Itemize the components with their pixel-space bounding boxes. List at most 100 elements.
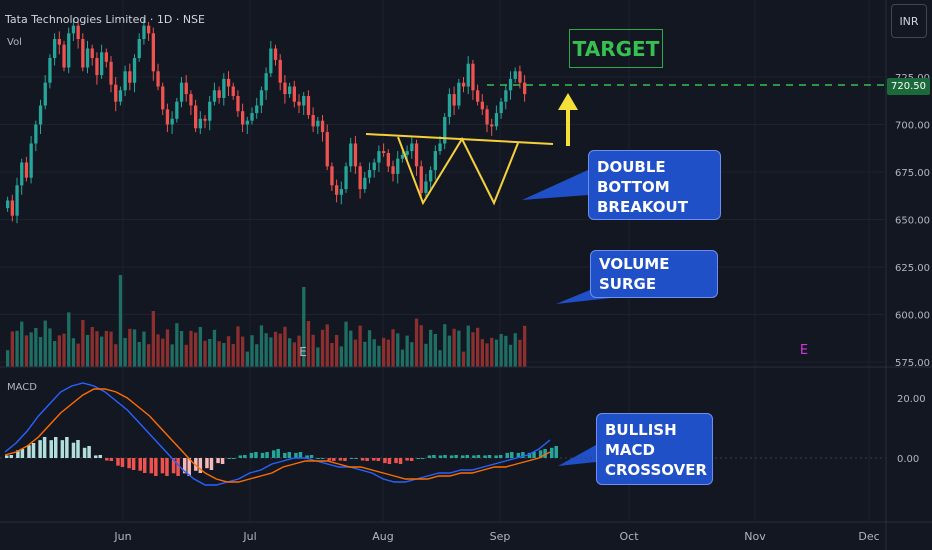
callout-pointer <box>558 445 596 466</box>
candle-body <box>142 25 146 39</box>
macd-line <box>4 382 551 486</box>
volume-bar <box>95 331 99 367</box>
candle-body <box>255 105 259 114</box>
volume-bar <box>443 324 447 367</box>
candles <box>6 18 527 224</box>
candle-body <box>34 124 38 144</box>
volume-bar <box>447 335 452 367</box>
histogram-bar <box>131 458 136 470</box>
candle-body <box>433 151 437 171</box>
histogram-bar <box>93 455 98 458</box>
histogram-bar <box>87 446 91 458</box>
candle-body <box>81 39 85 68</box>
histogram-bar <box>432 455 436 458</box>
candle-body <box>175 101 179 119</box>
volume-bar <box>297 335 301 367</box>
candle-body <box>513 71 517 79</box>
volume-bar <box>137 342 141 367</box>
candle-body <box>372 162 376 171</box>
volume-bar <box>273 331 278 367</box>
histogram-bar <box>383 458 387 464</box>
histogram-bar <box>16 450 20 458</box>
candle-body <box>151 33 155 72</box>
histogram-bar <box>305 455 309 458</box>
histogram-bar <box>194 458 198 471</box>
volume-bar <box>142 331 146 367</box>
volume-bar <box>231 344 235 367</box>
volume-bar <box>288 338 292 367</box>
histogram-bar <box>227 458 231 459</box>
candle-body <box>490 124 494 127</box>
callout-line-2: BREAKOUT <box>597 198 688 216</box>
callout-line-1: VOLUME SURGE <box>599 255 670 293</box>
candle-body <box>325 132 329 167</box>
candle-body <box>452 94 456 106</box>
currency-button[interactable]: INR <box>891 4 927 38</box>
volume-bar <box>53 341 57 367</box>
histogram-bar <box>550 447 554 458</box>
pattern-overlay <box>365 84 886 466</box>
macd-tick-label: 20.00 <box>897 394 926 405</box>
candle-body <box>414 143 419 167</box>
candle-body <box>189 94 193 106</box>
histogram-bar <box>98 455 102 458</box>
histogram-bar <box>49 440 53 458</box>
candle-body <box>236 96 240 112</box>
volume-bar <box>471 332 475 367</box>
volume-bar <box>320 329 325 367</box>
candle-body <box>6 200 10 209</box>
candle-body <box>123 71 127 91</box>
volume-bar <box>24 335 29 367</box>
histogram-bar <box>510 452 514 458</box>
target-label: TARGET <box>569 29 663 68</box>
histogram-bar <box>294 452 298 458</box>
candle-body <box>184 82 188 95</box>
histogram-bar <box>231 458 236 459</box>
histogram-bar <box>276 449 280 458</box>
candle-body <box>461 82 466 87</box>
volume-bar <box>424 343 428 367</box>
volume-bar <box>335 335 339 367</box>
histogram-bar <box>498 455 503 458</box>
volume-bar <box>38 337 43 367</box>
candle-body <box>15 185 19 216</box>
histogram-bar <box>171 458 176 474</box>
volume-bar <box>330 343 334 367</box>
histogram-bar <box>427 455 432 458</box>
candle-body <box>377 151 381 163</box>
histogram-bar <box>338 458 343 461</box>
histogram-bar <box>521 452 525 458</box>
histogram-bar <box>405 458 409 461</box>
volume-bar <box>490 337 494 367</box>
candle-body <box>128 71 132 83</box>
candle-body <box>363 177 367 190</box>
histogram-bar <box>476 455 481 458</box>
candle-body <box>424 181 428 193</box>
histogram-bar <box>20 449 25 458</box>
candle-body <box>499 101 503 114</box>
candle-body <box>405 151 409 155</box>
volume-bar <box>62 333 66 367</box>
histogram-bar <box>120 458 125 467</box>
x-tick-label: Dec <box>858 530 879 543</box>
candle-body <box>132 58 137 83</box>
histogram-bar <box>505 452 510 458</box>
candle-body <box>278 59 282 83</box>
candle-body <box>20 162 24 186</box>
candle-body <box>429 170 433 182</box>
chart-title: Tata Technologies Limited · 1D · NSE <box>5 13 205 26</box>
histogram-bar <box>416 458 421 459</box>
volume-bar <box>241 336 245 367</box>
histogram-bar <box>138 458 142 471</box>
candle-body <box>212 90 217 102</box>
volume-bar <box>15 330 19 367</box>
histogram-bar <box>360 458 365 461</box>
volume-bar <box>67 312 71 367</box>
histogram-bar <box>265 452 269 458</box>
candle-body <box>90 48 94 58</box>
volume-bar <box>363 341 367 367</box>
candle-body <box>156 71 160 87</box>
macd-panel <box>0 382 886 486</box>
histogram-bar <box>71 442 76 458</box>
